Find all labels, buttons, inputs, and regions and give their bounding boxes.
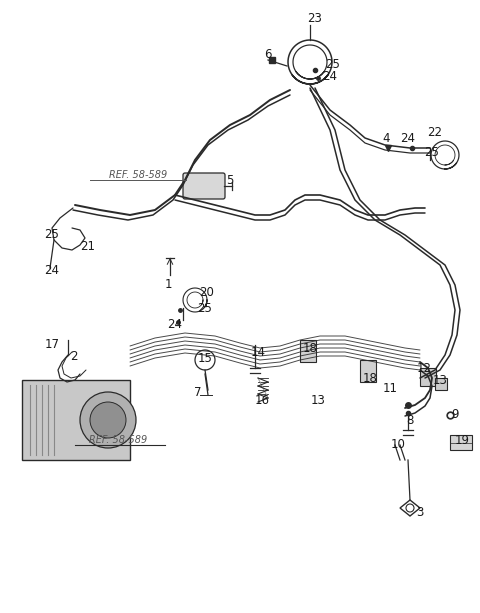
Text: 25: 25	[325, 58, 340, 72]
Bar	[300, 340, 316, 362]
Text: 22: 22	[428, 126, 443, 140]
Text: 20: 20	[200, 286, 215, 299]
Text: 3: 3	[416, 506, 424, 519]
Text: 6: 6	[264, 48, 272, 61]
Text: 25: 25	[425, 145, 439, 159]
Text: 24: 24	[400, 132, 416, 145]
Bar	[420, 368, 436, 386]
Text: 24: 24	[168, 319, 182, 332]
Text: REF. 58-589: REF. 58-589	[89, 435, 147, 445]
Text: 24: 24	[323, 69, 337, 83]
Text: 19: 19	[455, 433, 469, 446]
Text: 11: 11	[383, 381, 397, 395]
Bar	[435, 378, 447, 390]
Text: 25: 25	[45, 229, 60, 242]
Text: 13: 13	[432, 375, 447, 387]
Text: 17: 17	[45, 338, 60, 351]
Text: 18: 18	[362, 371, 377, 384]
FancyBboxPatch shape	[183, 173, 225, 199]
Text: 8: 8	[406, 414, 414, 427]
Text: 5: 5	[226, 173, 234, 186]
Text: 24: 24	[45, 264, 60, 276]
Text: 2: 2	[70, 351, 78, 364]
Circle shape	[80, 392, 136, 448]
Text: 15: 15	[198, 351, 213, 365]
Text: 13: 13	[311, 394, 325, 406]
Text: REF. 58-589: REF. 58-589	[109, 170, 167, 180]
Circle shape	[90, 402, 126, 438]
Text: 1: 1	[164, 278, 172, 292]
Text: 12: 12	[417, 362, 432, 375]
Text: 21: 21	[81, 240, 96, 254]
Bar	[450, 435, 472, 450]
Bar	[22, 380, 130, 460]
Text: 14: 14	[251, 346, 265, 359]
Text: 7: 7	[194, 387, 202, 400]
Text: 9: 9	[451, 408, 459, 422]
Text: 23: 23	[308, 12, 323, 25]
Text: 10: 10	[391, 438, 406, 452]
Text: 16: 16	[254, 394, 269, 406]
Text: 4: 4	[382, 132, 390, 145]
Bar	[360, 360, 376, 382]
Text: 25: 25	[198, 302, 213, 314]
Text: 18: 18	[302, 341, 317, 354]
